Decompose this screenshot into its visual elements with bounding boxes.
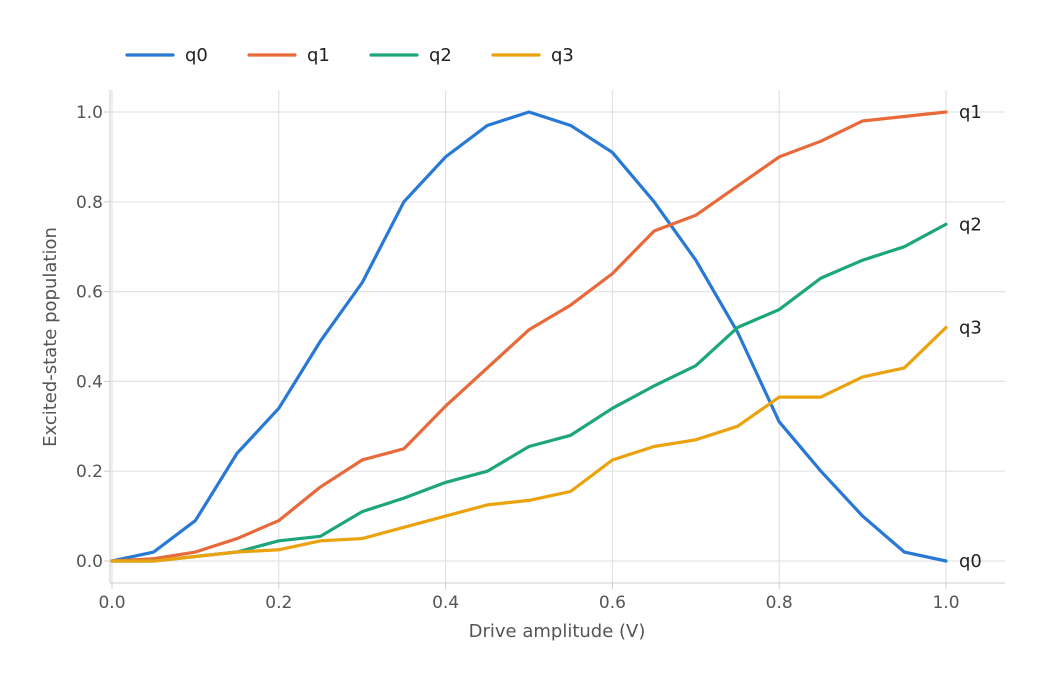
x-tick-label: 0.4 <box>432 593 459 613</box>
x-tick-label: 0.6 <box>599 593 626 613</box>
y-tick-label: 0.4 <box>76 372 103 392</box>
end-labels: q0 q1 q2 q3 <box>959 102 982 572</box>
end-label-q3: q3 <box>959 318 982 339</box>
x-tick-label: 1.0 <box>932 593 959 613</box>
y-tick-label: 0.2 <box>76 462 103 482</box>
series-lines <box>110 110 948 563</box>
end-label-q1: q1 <box>959 102 982 123</box>
grid <box>110 90 1005 583</box>
y-tick-label: 0.8 <box>76 193 103 213</box>
y-tick-label: 0.6 <box>76 283 103 303</box>
series-line-q1 <box>110 110 948 563</box>
legend-label-q3: q3 <box>551 45 574 66</box>
series-line-q3 <box>110 325 948 563</box>
y-axis-title: Excited-state population <box>40 227 61 447</box>
x-axis-title: Drive amplitude (V) <box>469 621 646 642</box>
legend: q0 q1 q2 q3 <box>125 45 574 66</box>
y-tick-label: 0.0 <box>76 552 103 572</box>
legend-label-q2: q2 <box>429 45 452 66</box>
axes: 0.0 0.2 0.4 0.6 0.8 1.0 0.0 0.2 0.4 0.6 0.8 1.0 <box>76 90 1005 613</box>
x-tick-label: 0.8 <box>766 593 793 613</box>
end-label-q2: q2 <box>959 214 982 235</box>
legend-label-q1: q1 <box>307 45 330 66</box>
end-label-q0: q0 <box>959 551 982 572</box>
series-line-q0 <box>110 110 948 563</box>
legend-label-q0: q0 <box>185 45 208 66</box>
x-tick-label: 0.0 <box>98 593 125 613</box>
x-tick-label: 0.2 <box>265 593 292 613</box>
y-tick-label: 1.0 <box>76 103 103 123</box>
series-line-q2 <box>110 222 948 563</box>
